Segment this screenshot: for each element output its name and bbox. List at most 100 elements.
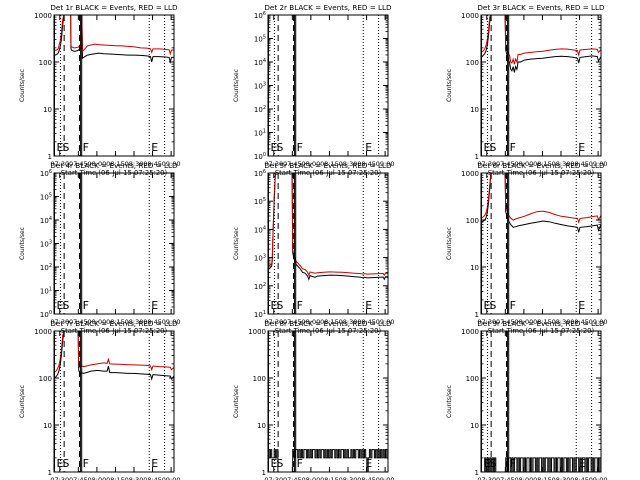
plot-title: Det 5r BLACK = Events, RED = LLD: [264, 161, 392, 170]
x-tick-label: 09:00: [162, 318, 181, 326]
events-series-line: [481, 457, 601, 472]
plot-title: Det 9r BLACK = Events, RED = LLD: [477, 319, 605, 328]
marker-label: F: [83, 299, 89, 312]
x-tick-label: 09:00: [376, 476, 395, 480]
x-tick-label: 09:00: [589, 476, 608, 480]
y-tick-label: 10: [257, 422, 266, 430]
x-tick-label: 08:30: [339, 318, 358, 326]
y-tick-label: 1000: [34, 328, 52, 336]
plot-panel-1: Det 1r BLACK = Events, RED = LLD Counts/s…: [19, 3, 180, 177]
plot-panel-6: Det 6r BLACK = Events, RED = LLD Counts/s…: [446, 161, 607, 335]
y-tick-label: 101: [254, 310, 266, 319]
y-tick-label: 1000: [34, 12, 52, 20]
y-tick-label: 1: [475, 469, 479, 477]
x-tick-label: 09:00: [376, 318, 395, 326]
plot-frame: [53, 172, 175, 315]
x-tick-label: 07:30: [264, 318, 283, 326]
marker-label: S: [489, 141, 496, 154]
plot-frame: [53, 330, 175, 473]
x-tick-label: 09:00: [162, 476, 181, 480]
x-tick-label: 07:45: [496, 476, 515, 480]
x-tick-label: 08:15: [533, 476, 552, 480]
x-tick-label: 08:00: [88, 476, 107, 480]
x-tick-label: 08:30: [552, 476, 571, 480]
y-tick-label: 100: [466, 375, 479, 383]
events-series-line: [481, 173, 601, 233]
x-tick-label: 08:00: [515, 160, 534, 168]
marker-label: E: [578, 299, 585, 312]
x-tick-label: 08:15: [320, 160, 339, 168]
x-tick-label: 09:00: [589, 160, 608, 168]
x-tick-label: 07:30: [264, 476, 283, 480]
plot-panel-4: Det 4r BLACK = Events, RED = LLD Counts/s…: [19, 161, 180, 335]
x-tick-label: 07:30: [50, 318, 69, 326]
events-series-line: [268, 449, 388, 472]
y-tick-label: 105: [254, 35, 266, 44]
x-tick-label: 08:00: [88, 160, 107, 168]
y-tick-label: 104: [40, 216, 52, 225]
y-tick-label: 100: [466, 59, 479, 67]
y-tick-label: 1000: [248, 328, 266, 336]
y-axis-label: Counts/sec: [446, 227, 453, 260]
y-tick-label: 1000: [461, 12, 479, 20]
y-tick-label: 103: [40, 240, 52, 249]
x-tick-label: 08:00: [88, 318, 107, 326]
x-tick-label: 08:00: [302, 318, 321, 326]
marker-label: S: [489, 457, 496, 470]
marker-label: E: [151, 299, 158, 312]
x-tick-label: 08:30: [339, 160, 358, 168]
marker-label: E: [365, 141, 372, 154]
y-tick-label: 100: [466, 217, 479, 225]
x-tick-label: 07:30: [264, 160, 283, 168]
x-tick-label: 07:45: [69, 160, 88, 168]
plot-frame: [480, 172, 602, 315]
events-series-line: [268, 173, 388, 281]
y-tick-label: 10: [43, 422, 52, 430]
events-series-line: [54, 15, 174, 64]
y-tick-label: 10: [470, 422, 479, 430]
x-tick-label: 07:45: [283, 476, 302, 480]
marker-label: S: [276, 299, 283, 312]
x-tick-label: 07:45: [496, 160, 515, 168]
marker-label: E: [365, 457, 372, 470]
plot-title: Det 6r BLACK = Events, RED = LLD: [477, 161, 605, 170]
plot-panel-3: Det 3r BLACK = Events, RED = LLD Counts/s…: [446, 3, 607, 177]
marker-label: F: [297, 299, 303, 312]
plot-panel-5: Det 5r BLACK = Events, RED = LLD Counts/s…: [233, 161, 394, 335]
marker-label: S: [489, 299, 496, 312]
marker-label: S: [62, 457, 69, 470]
y-tick-label: 100: [253, 375, 266, 383]
lld-series-line: [481, 173, 601, 224]
y-tick-label: 105: [40, 193, 52, 202]
marker-label: E: [578, 457, 585, 470]
plot-title: Det 1r BLACK = Events, RED = LLD: [50, 3, 178, 12]
y-axis-label: Counts/sec: [233, 69, 240, 102]
y-tick-label: 1000: [461, 170, 479, 178]
y-tick-label: 10: [470, 106, 479, 114]
y-tick-label: 1: [262, 469, 266, 477]
x-tick-label: 08:30: [125, 160, 144, 168]
x-tick-label: 07:30: [477, 318, 496, 326]
y-tick-label: 106: [40, 169, 52, 178]
marker-label: E: [151, 141, 158, 154]
y-tick-label: 102: [254, 282, 266, 291]
x-tick-label: 08:45: [357, 476, 376, 480]
x-tick-label: 08:45: [357, 318, 376, 326]
y-tick-label: 102: [40, 263, 52, 272]
marker-label: F: [297, 141, 303, 154]
x-tick-label: 08:00: [302, 160, 321, 168]
x-tick-label: 09:00: [589, 318, 608, 326]
marker-label: E: [365, 299, 372, 312]
y-tick-label: 100: [39, 59, 52, 67]
x-tick-label: 07:45: [496, 318, 515, 326]
plot-frame: [267, 172, 389, 315]
y-tick-label: 101: [254, 129, 266, 138]
marker-label: E: [151, 457, 158, 470]
y-axis-label: Counts/sec: [19, 385, 26, 418]
y-axis-label: Counts/sec: [233, 227, 240, 260]
y-axis-label: Counts/sec: [233, 385, 240, 418]
marker-label: S: [276, 141, 283, 154]
plot-frame: [480, 330, 602, 473]
marker-label: F: [510, 141, 516, 154]
marker-label: F: [297, 457, 303, 470]
